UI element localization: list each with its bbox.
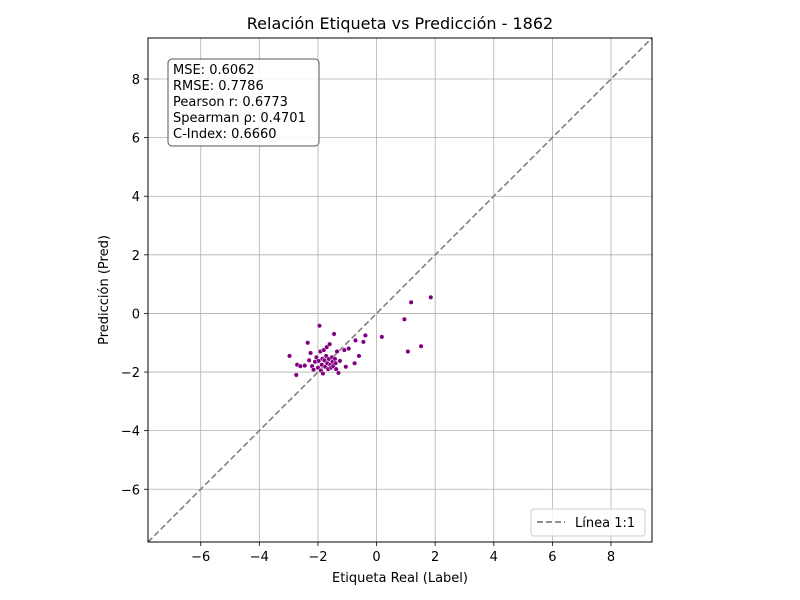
data-point	[306, 357, 312, 363]
data-point	[362, 332, 368, 338]
legend: Línea 1:1	[530, 508, 646, 537]
data-point	[405, 348, 411, 355]
stats-line: C-Index: 0.6660	[173, 127, 277, 142]
data-point	[356, 353, 362, 359]
y-axis-ticks: −6 −4 −2 0 2 4 6 8	[121, 73, 148, 498]
data-point	[311, 367, 317, 373]
data-point	[334, 348, 340, 355]
x-axis-ticks: −6 −4 −2 0 2 4 6 8	[191, 542, 615, 565]
reference-line-1to1	[147, 37, 653, 543]
data-point	[297, 363, 303, 369]
x-tick-label: 8	[607, 550, 615, 565]
data-point	[341, 347, 347, 353]
stats-line: MSE: 0.6062	[173, 63, 255, 78]
y-tick-label: 0	[132, 307, 140, 322]
data-point	[428, 294, 434, 300]
stats-line: RMSE: 0.7786	[173, 79, 264, 94]
y-axis-label: Predicción (Pred)	[97, 235, 112, 345]
data-point	[408, 299, 414, 305]
data-point	[333, 366, 339, 372]
grid-lines	[148, 38, 652, 542]
x-tick-label: 0	[372, 550, 380, 565]
plot-frame	[147, 37, 653, 543]
stats-box: MSE: 0.6062 RMSE: 0.7786 Pearson r: 0.67…	[167, 58, 320, 147]
data-point	[331, 331, 337, 337]
data-point	[320, 370, 326, 377]
data-point	[352, 337, 359, 343]
y-tick-label: −2	[121, 366, 140, 381]
data-point	[316, 323, 322, 329]
data-point	[308, 350, 314, 356]
stats-box-frame	[167, 58, 320, 147]
y-tick-label: −6	[121, 483, 140, 498]
stats-line: Spearman ρ: 0.4701	[173, 111, 306, 126]
data-point	[337, 358, 343, 364]
data-point	[343, 364, 349, 370]
legend-frame	[530, 508, 646, 537]
data-point	[379, 334, 385, 340]
x-tick-label: −2	[308, 550, 327, 565]
data-point	[418, 343, 424, 349]
y-tick-label: 4	[132, 190, 140, 205]
x-tick-label: 4	[490, 550, 498, 565]
x-tick-label: 2	[431, 550, 439, 565]
data-point	[360, 339, 366, 345]
data-point	[286, 353, 293, 359]
data-point	[332, 356, 338, 362]
y-tick-label: 6	[132, 132, 140, 147]
x-tick-label: −6	[191, 550, 210, 565]
data-point	[335, 370, 342, 376]
data-point	[346, 346, 352, 352]
y-tick-label: −4	[121, 425, 140, 440]
y-tick-label: 2	[132, 249, 140, 264]
data-point	[401, 316, 407, 322]
chart-title: Relación Etiqueta vs Predicción - 1862	[247, 14, 553, 33]
x-tick-label: −4	[250, 550, 269, 565]
data-points	[286, 294, 434, 378]
x-axis-label: Etiqueta Real (Label)	[332, 571, 468, 586]
data-point	[327, 341, 333, 347]
data-point	[293, 372, 299, 378]
y-tick-label: 8	[132, 73, 140, 88]
stats-line: Pearson r: 0.6773	[173, 95, 288, 110]
data-point	[332, 360, 339, 366]
reference-line-group	[147, 37, 653, 543]
data-point	[305, 340, 311, 346]
legend-label: Línea 1:1	[575, 516, 635, 531]
x-tick-label: 6	[548, 550, 556, 565]
data-point	[302, 363, 308, 369]
data-point	[352, 360, 358, 366]
